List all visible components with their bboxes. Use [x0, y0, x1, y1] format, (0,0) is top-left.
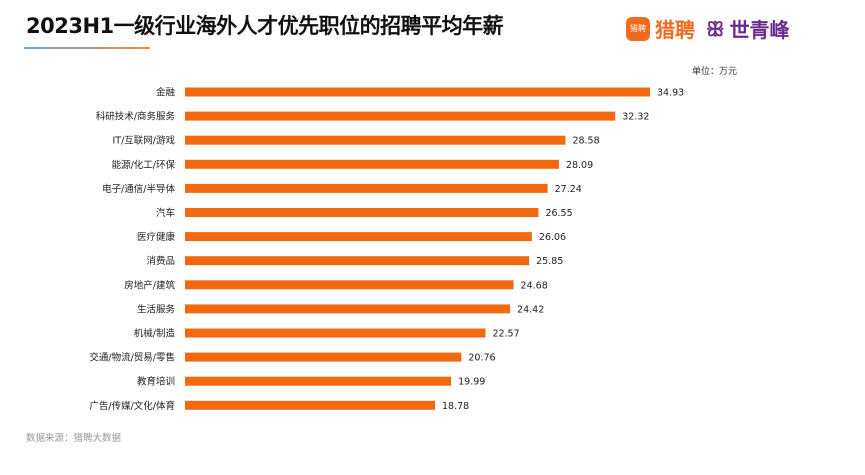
value-label: 20.76 [468, 353, 495, 364]
value-label: 24.42 [517, 304, 544, 315]
value-label: 24.68 [521, 280, 548, 291]
category-label: IT/互联网/游戏 [112, 135, 175, 147]
sqf-logo-mark-icon: ꕥ [706, 16, 725, 41]
category-label: 教育培训 [137, 376, 175, 388]
bar [185, 183, 548, 193]
category-label: 生活服务 [137, 303, 176, 315]
bar [185, 87, 650, 97]
category-label: 交通/物流/贸易/零售 [89, 352, 175, 364]
value-label: 27.24 [555, 184, 582, 195]
category-label: 房地产/建筑 [124, 279, 175, 291]
bar [185, 304, 511, 314]
liepin-logo-text: 猎聘 [655, 18, 695, 42]
logo-group: 猎聘 猎聘 ꕥ 世青峰 [626, 14, 790, 43]
category-label: 汽车 [156, 207, 175, 219]
category-label: 医疗健康 [137, 231, 176, 243]
title-underline [24, 47, 150, 49]
bar [185, 256, 530, 266]
bar [185, 111, 616, 121]
value-label: 18.78 [442, 401, 469, 412]
value-label: 28.09 [566, 160, 593, 171]
bar [185, 328, 486, 338]
sqf-logo-text: 世青峰 [729, 18, 790, 42]
value-label: 26.55 [545, 208, 572, 219]
bar [185, 280, 514, 290]
liepin-logo-icon: 猎聘 [626, 16, 650, 41]
value-label: 25.85 [536, 256, 563, 267]
value-label: 34.93 [657, 88, 684, 99]
category-label: 科研技术/商务服务 [96, 111, 176, 123]
value-label: 32.32 [622, 112, 649, 123]
category-label: 电子/通信/半导体 [102, 183, 175, 195]
category-label: 能源/化工/环保 [112, 159, 176, 171]
bar [185, 159, 559, 169]
data-source: 数据来源：猎聘大数据 [26, 433, 122, 444]
bar [185, 352, 462, 362]
value-label: 26.06 [539, 232, 566, 243]
category-label: 广告/传媒/文化/体育 [89, 400, 175, 412]
value-label: 19.99 [458, 377, 485, 388]
bar [185, 376, 452, 386]
category-label: 机械/制造 [134, 328, 176, 340]
category-label: 消费品 [146, 255, 175, 267]
bar [185, 135, 566, 145]
chart-title: 2023H1一级行业海外人才优先职位的招聘平均年薪 [26, 14, 504, 38]
bar [185, 232, 532, 242]
value-label: 22.57 [492, 329, 519, 340]
unit-label: 单位：万元 [692, 67, 738, 77]
category-label: 金融 [156, 87, 176, 99]
value-label: 28.58 [572, 136, 599, 147]
bar [185, 208, 539, 217]
bar [185, 400, 436, 410]
